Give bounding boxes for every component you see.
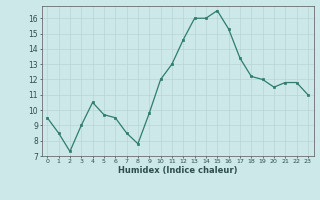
X-axis label: Humidex (Indice chaleur): Humidex (Indice chaleur) xyxy=(118,166,237,175)
